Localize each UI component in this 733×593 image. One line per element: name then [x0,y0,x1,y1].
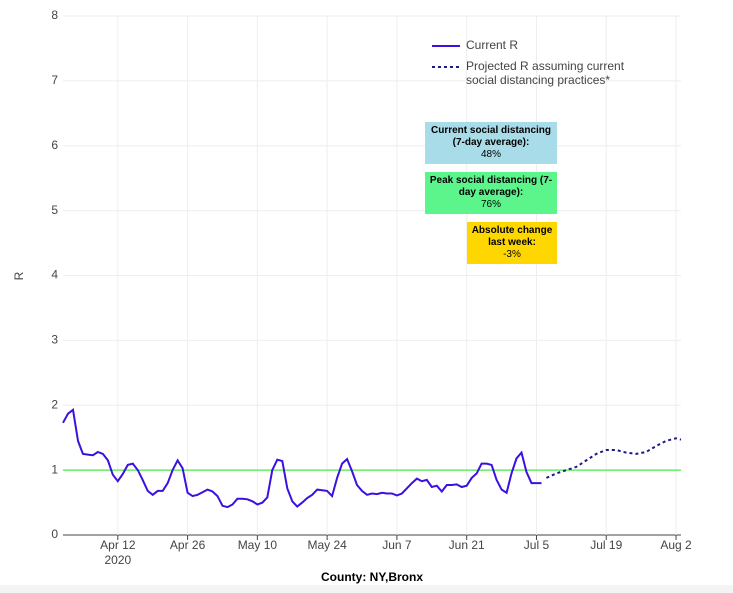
y-tick-label: 2 [51,397,58,411]
x-tick-label: Jun 21 [449,538,485,552]
y-tick-label: 0 [51,527,58,541]
annotation-title: Current social distancing (7-day average… [430,125,552,148]
legend-label: Current R [466,38,519,52]
annotation-box: Peak social distancing (7-day average): 7… [425,172,557,214]
x-tick-label: Jun 7 [382,538,412,552]
x-tick-label: Apr 26 [170,538,206,552]
legend-label: Projected R assuming current social dist… [466,59,625,87]
footer-band [0,585,733,593]
x-year-label: 2020 [104,553,131,567]
y-tick-label: 6 [51,138,58,152]
y-title: R [12,271,26,280]
y-tick-label: 5 [51,203,58,217]
series-line [545,437,682,479]
x-tick-label: Jul 19 [590,538,622,552]
y-tick-label: 4 [51,268,58,282]
y-tick-label: 8 [51,8,58,22]
y-tick-label: 1 [51,462,58,476]
x-tick-label: Aug 2 [660,538,692,552]
x-tick-label: May 24 [307,538,347,552]
annotation-box: Absolute change last week: -3% [467,222,557,264]
x-tick-label: Apr 12 [100,538,136,552]
y-tick-label: 3 [51,333,58,347]
x-tick-label: Jul 5 [524,538,550,552]
annotation-value: -3% [503,249,521,260]
annotation-box: Current social distancing (7-day average… [425,122,557,164]
annotation-title: Absolute change last week: [471,225,553,248]
annotation-title: Peak social distancing (7-day average): [429,175,553,198]
x-tick-label: May 10 [238,538,278,552]
series-line [62,407,542,509]
annotation-value: 48% [480,149,501,160]
legend-label-box: Current R [466,38,519,52]
x-title: County: NY,Bronx [321,570,423,584]
annotation-value: 76% [480,199,501,210]
y-tick-label: 7 [51,73,58,87]
legend-label-box: Projected R assuming current social dist… [466,59,625,87]
